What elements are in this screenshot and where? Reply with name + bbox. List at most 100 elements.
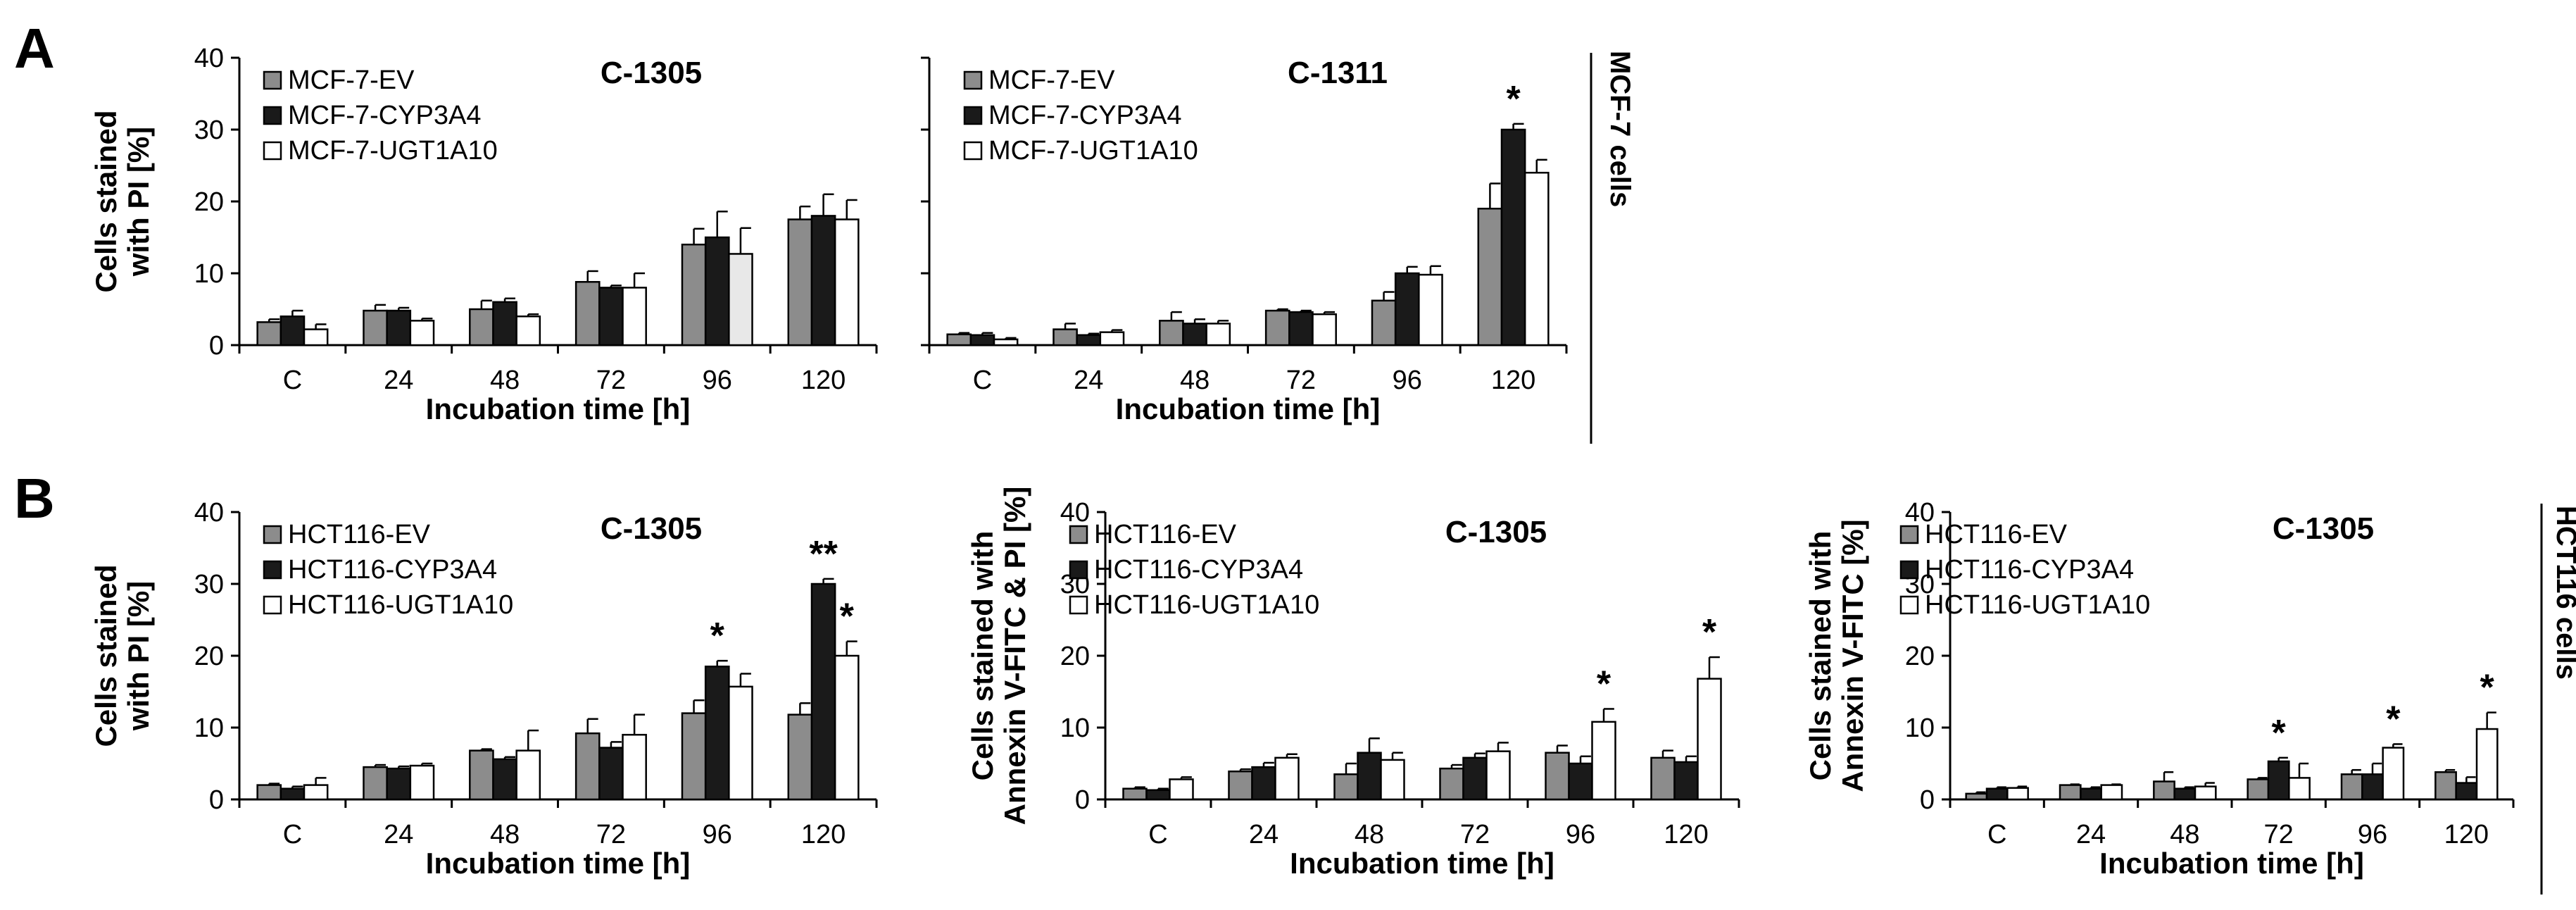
significance-mark: * [2272, 713, 2287, 754]
y-tick-label: 30 [194, 116, 224, 145]
legend-swatch [263, 560, 282, 580]
x-tick-label: C [1987, 820, 2006, 849]
bar [969, 334, 995, 347]
bar [303, 328, 329, 347]
bar [386, 767, 412, 801]
chart-title: C-1311 [1288, 56, 1388, 90]
x-tick-label: 96 [2358, 820, 2387, 849]
bar [1650, 756, 1676, 801]
legend-label: MCF-7-UGT1A10 [988, 136, 1198, 166]
bar [1545, 752, 1570, 801]
legend-swatch [963, 141, 983, 161]
bar [363, 309, 388, 347]
bar [2382, 747, 2405, 801]
x-axis-label: Incubation time [h] [1290, 847, 1554, 880]
chart-title: C-1305 [601, 511, 702, 546]
bar [704, 236, 730, 347]
y-tick-label: 10 [1905, 713, 1935, 743]
y-tick-label: 0 [209, 331, 224, 361]
bar [2100, 784, 2123, 801]
y-tick-label: 20 [1060, 642, 1090, 671]
bar [1568, 762, 1593, 801]
x-tick-label: 120 [2444, 820, 2489, 849]
y-tick-label: 0 [209, 785, 224, 815]
bar [1228, 770, 1253, 801]
significance-mark: * [2386, 699, 2401, 740]
bar [574, 280, 601, 347]
y-tick-label: 0 [1075, 785, 1090, 815]
x-tick-label: 48 [2170, 820, 2199, 849]
bar [681, 712, 707, 801]
legend-swatch [1069, 595, 1088, 615]
chart-3: 0 10 20 30 40 C 24 48 72 96 120 Incubation time [h]… [89, 498, 878, 880]
x-tick-label: 72 [1286, 366, 1316, 395]
hct116-side-label: HCT116 cells [2551, 506, 2576, 680]
bar [1251, 766, 1276, 801]
x-axis-label: Incubation time [h] [426, 392, 691, 425]
y-tick-label: 10 [1060, 713, 1090, 743]
bar [1394, 272, 1420, 347]
bar [993, 338, 1019, 347]
bar [834, 218, 860, 347]
legend-swatch [263, 70, 282, 90]
legend-label: MCF-7-CYP3A4 [288, 101, 482, 130]
bar [1357, 752, 1382, 801]
x-tick-label: 120 [1664, 820, 1708, 849]
bar [2080, 787, 2102, 801]
x-tick-label: C [283, 820, 302, 849]
legend-label: HCT116-UGT1A10 [1094, 590, 1319, 620]
legend-label: HCT116-EV [1094, 520, 1237, 549]
bar [2267, 760, 2290, 801]
legend-swatch [263, 141, 282, 161]
bar [409, 764, 435, 801]
significance-mark: * [1702, 612, 1717, 653]
y-tick-label: 40 [1905, 498, 1935, 528]
legend-swatch [263, 595, 282, 615]
y-tick-label: 10 [194, 713, 224, 743]
chart-title: C-1305 [1445, 515, 1547, 549]
bar [1591, 721, 1616, 801]
y-tick-label: 10 [194, 259, 224, 289]
y-axis-label: Cells stained [89, 110, 122, 292]
x-tick-label: 120 [801, 366, 846, 395]
bar [469, 308, 494, 347]
y-tick-label: 40 [194, 498, 224, 528]
bar [1264, 309, 1290, 347]
bar [2434, 771, 2457, 801]
y-axis-label: Annexin V-FITC [%] [1836, 519, 1869, 792]
bar [1122, 787, 1148, 801]
x-tick-label: C [973, 366, 992, 395]
legend-swatch [1899, 525, 1919, 544]
bar [2006, 787, 2029, 801]
bar [2340, 773, 2363, 801]
bar [622, 287, 647, 347]
bar [386, 309, 412, 347]
bar [515, 749, 541, 801]
bar [1380, 759, 1405, 801]
bar [728, 685, 753, 801]
bar [1523, 171, 1550, 347]
chart-2: C 24 48 72 96 120 Incubation time [h] C-1311 * MC… [921, 56, 1568, 425]
significance-mark: * [1506, 79, 1521, 120]
bar [256, 321, 282, 347]
bar [279, 315, 306, 347]
x-tick-label: 48 [1180, 366, 1210, 395]
x-tick-label: 72 [2264, 820, 2294, 849]
x-tick-label: 24 [384, 366, 413, 395]
x-tick-label: C [283, 366, 302, 395]
y-axis-label: Cells stained [89, 564, 122, 747]
bar [1985, 787, 2009, 801]
significance-mark: * [2480, 668, 2495, 709]
bar [728, 253, 753, 347]
bar [598, 287, 624, 347]
bar [256, 784, 282, 801]
x-tick-label: 48 [490, 366, 520, 395]
bar [2173, 787, 2197, 801]
y-axis-label: with PI [%] [122, 581, 155, 731]
x-tick-label: 96 [703, 820, 732, 849]
y-axis-label: Cells stained with [1804, 531, 1837, 781]
bar [1053, 328, 1078, 347]
bar [622, 733, 647, 801]
